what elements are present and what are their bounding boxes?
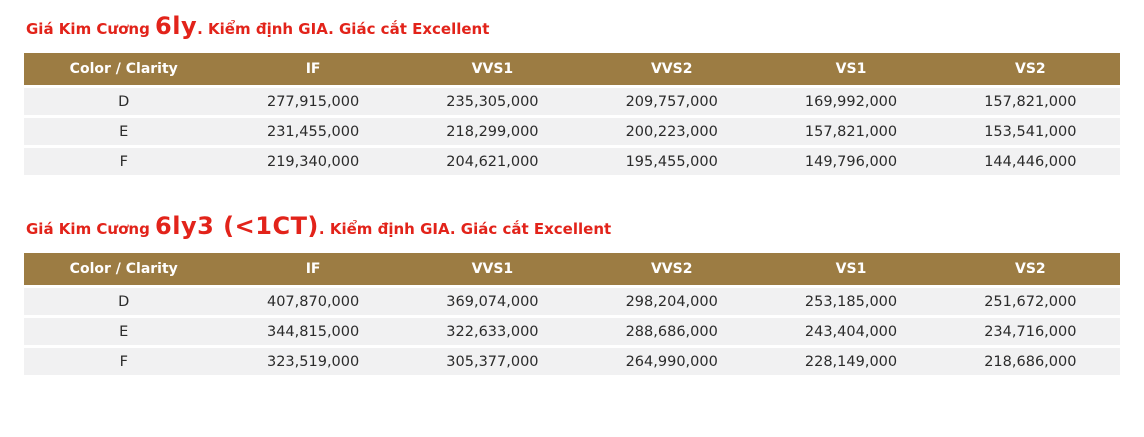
color-clarity-cell: D — [24, 88, 224, 115]
column-header: Color / Clarity — [24, 253, 224, 285]
price-cell: 251,672,000 — [940, 288, 1120, 315]
price-section-6ly3: Giá Kim Cương 6ly3 (<1CT). Kiểm định GIA… — [24, 214, 1120, 378]
table-header-row: Color / Clarity IF VVS1 VVS2 VS1 VS2 — [24, 253, 1120, 285]
column-header: VVS1 — [402, 253, 583, 285]
price-cell: 169,992,000 — [761, 88, 941, 115]
price-cell: 218,299,000 — [402, 118, 583, 145]
price-cell: 204,621,000 — [402, 148, 583, 175]
column-header: VS2 — [940, 253, 1120, 285]
color-clarity-cell: D — [24, 288, 224, 315]
price-cell: 153,541,000 — [940, 118, 1120, 145]
table-row: F 219,340,000 204,621,000 195,455,000 149,79… — [24, 148, 1120, 175]
price-cell: 243,404,000 — [761, 318, 941, 345]
price-cell: 149,796,000 — [761, 148, 941, 175]
title-size-highlight: 6ly3 (<1CT) — [155, 212, 319, 240]
section-title: Giá Kim Cương 6ly3 (<1CT). Kiểm định GIA… — [26, 214, 1120, 238]
price-cell: 277,915,000 — [223, 88, 403, 115]
price-cell: 219,340,000 — [223, 148, 403, 175]
price-cell: 253,185,000 — [761, 288, 941, 315]
price-cell: 344,815,000 — [223, 318, 403, 345]
title-prefix: Giá Kim Cương — [26, 20, 156, 38]
column-header: VVS2 — [582, 253, 762, 285]
title-prefix: Giá Kim Cương — [26, 220, 156, 238]
price-cell: 218,686,000 — [940, 348, 1120, 375]
price-cell: 195,455,000 — [582, 148, 762, 175]
column-header: VS1 — [761, 253, 941, 285]
column-header: VVS2 — [582, 53, 762, 85]
price-table-6ly3: Color / Clarity IF VVS1 VVS2 VS1 VS2 D 407,870… — [24, 250, 1120, 378]
price-cell: 322,633,000 — [402, 318, 583, 345]
table-header-row: Color / Clarity IF VVS1 VVS2 VS1 VS2 — [24, 53, 1120, 85]
table-row: F 323,519,000 305,377,000 264,990,000 228,14… — [24, 348, 1120, 375]
color-clarity-cell: F — [24, 348, 224, 375]
section-title: Giá Kim Cương 6ly. Kiểm định GIA. Giác c… — [26, 14, 1120, 38]
color-clarity-cell: E — [24, 118, 224, 145]
price-cell: 144,446,000 — [940, 148, 1120, 175]
title-suffix: . Kiểm định GIA. Giác cắt Excellent — [318, 220, 612, 238]
price-cell: 231,455,000 — [223, 118, 403, 145]
price-cell: 305,377,000 — [402, 348, 583, 375]
color-clarity-cell: E — [24, 318, 224, 345]
price-cell: 209,757,000 — [582, 88, 762, 115]
table-row: D 407,870,000 369,074,000 298,204,000 253,18… — [24, 288, 1120, 315]
column-header: VVS1 — [402, 53, 583, 85]
title-suffix: . Kiểm định GIA. Giác cắt Excellent — [197, 20, 490, 38]
price-cell: 228,149,000 — [761, 348, 941, 375]
column-header: VS2 — [940, 53, 1120, 85]
price-cell: 369,074,000 — [402, 288, 583, 315]
price-table-6ly: Color / Clarity IF VVS1 VVS2 VS1 VS2 D 277,915… — [24, 50, 1120, 178]
column-header: IF — [223, 53, 403, 85]
price-cell: 407,870,000 — [223, 288, 403, 315]
price-cell: 157,821,000 — [940, 88, 1120, 115]
price-cell: 298,204,000 — [582, 288, 762, 315]
price-cell: 200,223,000 — [582, 118, 762, 145]
price-section-6ly: Giá Kim Cương 6ly. Kiểm định GIA. Giác c… — [24, 14, 1120, 178]
column-header: VS1 — [761, 53, 941, 85]
price-cell: 234,716,000 — [940, 318, 1120, 345]
table-row: E 344,815,000 322,633,000 288,686,000 243,40… — [24, 318, 1120, 345]
price-cell: 264,990,000 — [582, 348, 762, 375]
price-cell: 235,305,000 — [402, 88, 583, 115]
price-cell: 288,686,000 — [582, 318, 762, 345]
title-size-highlight: 6ly — [155, 12, 198, 40]
price-cell: 157,821,000 — [761, 118, 941, 145]
column-header: Color / Clarity — [24, 53, 224, 85]
price-cell: 323,519,000 — [223, 348, 403, 375]
color-clarity-cell: F — [24, 148, 224, 175]
table-row: E 231,455,000 218,299,000 200,223,000 157,82… — [24, 118, 1120, 145]
column-header: IF — [223, 253, 403, 285]
table-row: D 277,915,000 235,305,000 209,757,000 169,99… — [24, 88, 1120, 115]
